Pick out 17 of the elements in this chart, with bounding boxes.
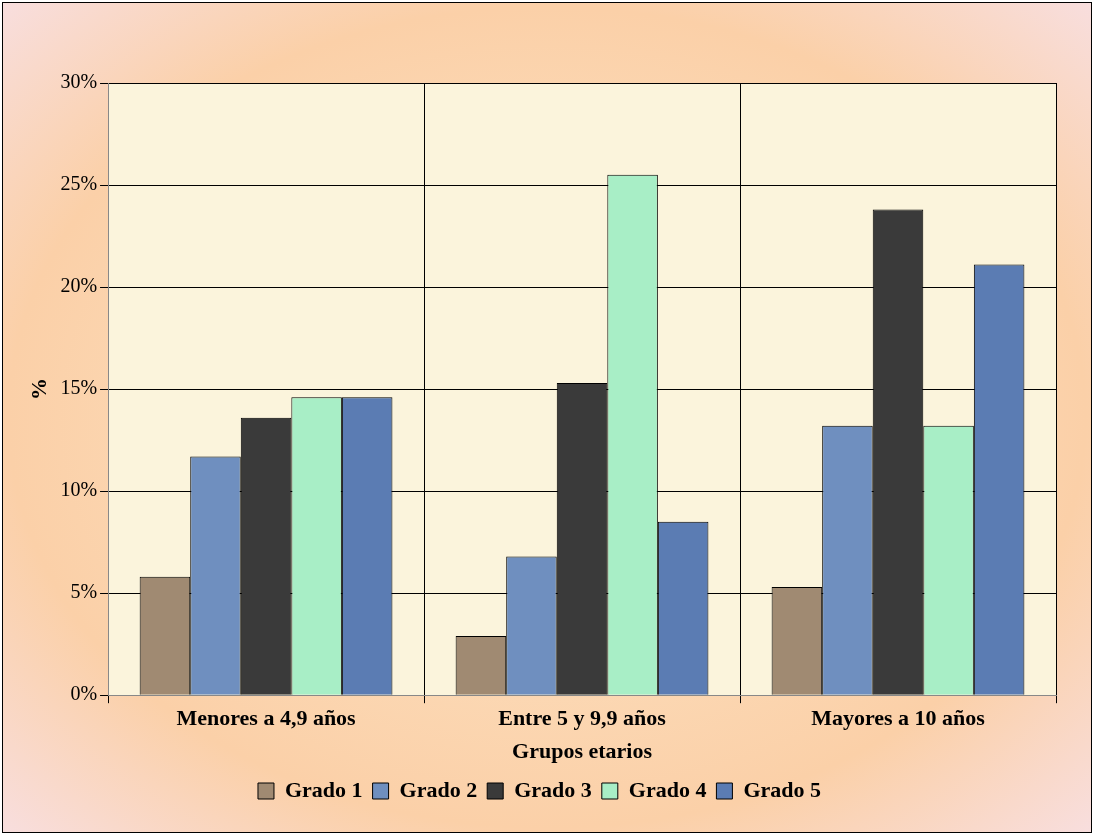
y-tick-label: 30% <box>60 70 98 93</box>
x-tick-label: Entre 5 y 9,9 años <box>498 705 667 731</box>
x-tick-label: Mayores a 10 años <box>811 705 986 731</box>
legend-label: Grado 3 <box>514 776 592 802</box>
y-tick-label: 10% <box>60 478 98 501</box>
legend-label: Grado 4 <box>628 776 707 802</box>
y-tick-label: 5% <box>70 580 98 603</box>
y-tick-label: 25% <box>60 172 98 195</box>
y-tick-label: 15% <box>60 376 98 399</box>
x-tick-label: Menores a 4,9 años <box>176 705 357 731</box>
legend-label: Grado 5 <box>743 776 822 802</box>
legend-label: Grado 2 <box>399 776 478 802</box>
x-axis-title: Grupos etarios <box>512 738 653 764</box>
y-tick-label: 0% <box>70 682 98 705</box>
legend-label: Grado 1 <box>284 776 363 802</box>
y-axis-title: % <box>25 378 51 401</box>
y-tick-label: 20% <box>60 274 98 297</box>
